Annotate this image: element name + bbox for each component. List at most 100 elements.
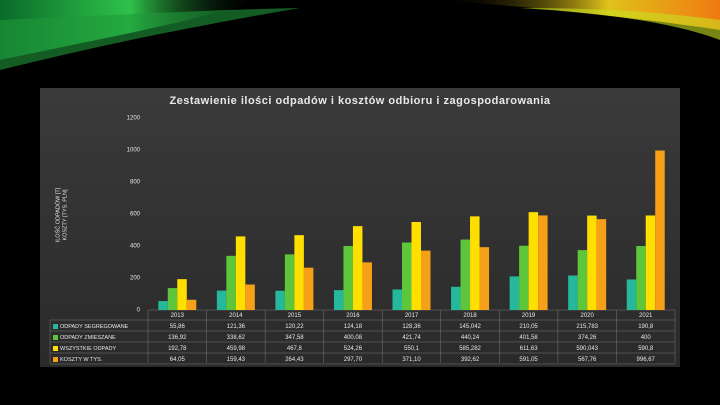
x-tick-label: 2018 bbox=[463, 313, 477, 319]
table-cell: 297,70 bbox=[344, 357, 363, 363]
table-cell: 159,43 bbox=[227, 357, 246, 363]
bar bbox=[245, 284, 255, 310]
y-tick-label: 1200 bbox=[127, 116, 141, 122]
legend-swatch bbox=[53, 324, 58, 329]
table-cell: 210,05 bbox=[519, 324, 538, 330]
table-cell: 459,98 bbox=[227, 346, 246, 352]
bar bbox=[470, 216, 480, 310]
bar bbox=[596, 219, 607, 310]
bar bbox=[411, 221, 421, 310]
table-cell: 590,043 bbox=[576, 346, 598, 352]
table-cell: 611,63 bbox=[520, 346, 539, 352]
bar bbox=[519, 245, 529, 310]
table-cell: 585,282 bbox=[459, 346, 481, 352]
y-tick-label: 1000 bbox=[127, 148, 141, 154]
table-cell: 440,24 bbox=[461, 335, 480, 341]
bar bbox=[158, 301, 168, 310]
y-tick-label: 400 bbox=[130, 244, 141, 250]
table-cell: 128,36 bbox=[402, 324, 421, 330]
bar bbox=[421, 250, 431, 310]
bar bbox=[402, 242, 412, 310]
table-cell: 591,05 bbox=[519, 357, 538, 363]
y-axis-label: KOSZTY [TYS. PLN] bbox=[62, 189, 68, 240]
table-cell: 64,05 bbox=[170, 357, 186, 363]
bar bbox=[528, 212, 539, 310]
table-cell: 401,58 bbox=[519, 335, 538, 341]
bar bbox=[626, 279, 637, 310]
decor bbox=[0, 8, 300, 70]
bar bbox=[294, 235, 304, 310]
bar bbox=[362, 262, 372, 310]
table-cell: 400 bbox=[641, 335, 652, 341]
table-cell: 392,62 bbox=[461, 357, 480, 363]
table-cell: 400,08 bbox=[344, 335, 363, 341]
bar bbox=[392, 289, 402, 310]
bar bbox=[587, 215, 597, 310]
decor bbox=[440, 0, 720, 30]
x-tick-label: 2014 bbox=[229, 313, 243, 319]
table-cell: 215,783 bbox=[576, 324, 598, 330]
bar bbox=[226, 255, 236, 310]
x-tick-label: 2019 bbox=[522, 313, 536, 319]
bar bbox=[284, 254, 295, 310]
bar bbox=[655, 150, 665, 310]
bar bbox=[167, 288, 178, 310]
bar bbox=[538, 215, 548, 310]
table-cell: 524,26 bbox=[344, 346, 363, 352]
legend-swatch bbox=[53, 346, 58, 351]
bar bbox=[636, 246, 646, 310]
table-cell: 338,62 bbox=[227, 335, 246, 341]
legend-label: WSZYSTKIE ODPADY bbox=[60, 346, 116, 352]
bar bbox=[303, 267, 314, 310]
y-axis-label: ILOŚĆ ODPADÓW [T] bbox=[53, 187, 61, 242]
x-tick-label: 2021 bbox=[639, 313, 653, 319]
table-cell: 55,86 bbox=[170, 324, 186, 330]
table-cell: 590,8 bbox=[638, 346, 654, 352]
x-tick-label: 2013 bbox=[171, 313, 185, 319]
legend-label: KOSZTY W TYS. bbox=[60, 357, 103, 363]
chart-title: Zestawienie ilości odpadów i kosztów odb… bbox=[169, 95, 550, 107]
legend-swatch bbox=[53, 357, 58, 362]
bar bbox=[479, 247, 490, 310]
bar bbox=[645, 215, 656, 310]
x-tick-label: 2016 bbox=[346, 313, 360, 319]
y-tick-label: 200 bbox=[130, 276, 141, 282]
y-tick-label: 0 bbox=[137, 308, 141, 314]
bar bbox=[568, 275, 578, 310]
table-cell: 550,1 bbox=[404, 346, 420, 352]
legend-label: ODPADY SEGREGOWANE bbox=[60, 324, 129, 330]
table-cell: 145,042 bbox=[459, 324, 481, 330]
bar bbox=[577, 250, 588, 310]
table-cell: 136,92 bbox=[168, 335, 187, 341]
x-tick-label: 2020 bbox=[580, 313, 594, 319]
bar bbox=[275, 290, 285, 310]
table-cell: 124,18 bbox=[344, 324, 363, 330]
bar bbox=[460, 239, 471, 310]
y-tick-label: 600 bbox=[130, 212, 141, 218]
table-cell: 567,76 bbox=[578, 357, 597, 363]
bar bbox=[451, 286, 461, 310]
table-cell: 120,22 bbox=[285, 324, 304, 330]
legend-swatch bbox=[53, 335, 58, 340]
x-tick-label: 2015 bbox=[288, 313, 302, 319]
bar bbox=[177, 279, 187, 310]
bar bbox=[186, 299, 197, 310]
table-cell: 374,26 bbox=[578, 335, 597, 341]
bar bbox=[216, 290, 227, 310]
decor bbox=[520, 8, 720, 40]
bar bbox=[509, 276, 520, 310]
table-cell: 996,67 bbox=[637, 357, 656, 363]
legend-label: ODPADY ZMIESZANE bbox=[60, 335, 116, 341]
table-cell: 190,8 bbox=[638, 324, 654, 330]
table-cell: 192,78 bbox=[168, 346, 187, 352]
bar bbox=[235, 236, 246, 310]
x-tick-label: 2017 bbox=[405, 313, 419, 319]
table-cell: 467,8 bbox=[287, 346, 303, 352]
bar bbox=[343, 245, 353, 310]
y-tick-label: 800 bbox=[130, 180, 141, 186]
bar bbox=[352, 226, 363, 310]
table-cell: 421,74 bbox=[402, 335, 421, 341]
table-cell: 347,58 bbox=[285, 335, 304, 341]
table-cell: 264,43 bbox=[285, 357, 304, 363]
